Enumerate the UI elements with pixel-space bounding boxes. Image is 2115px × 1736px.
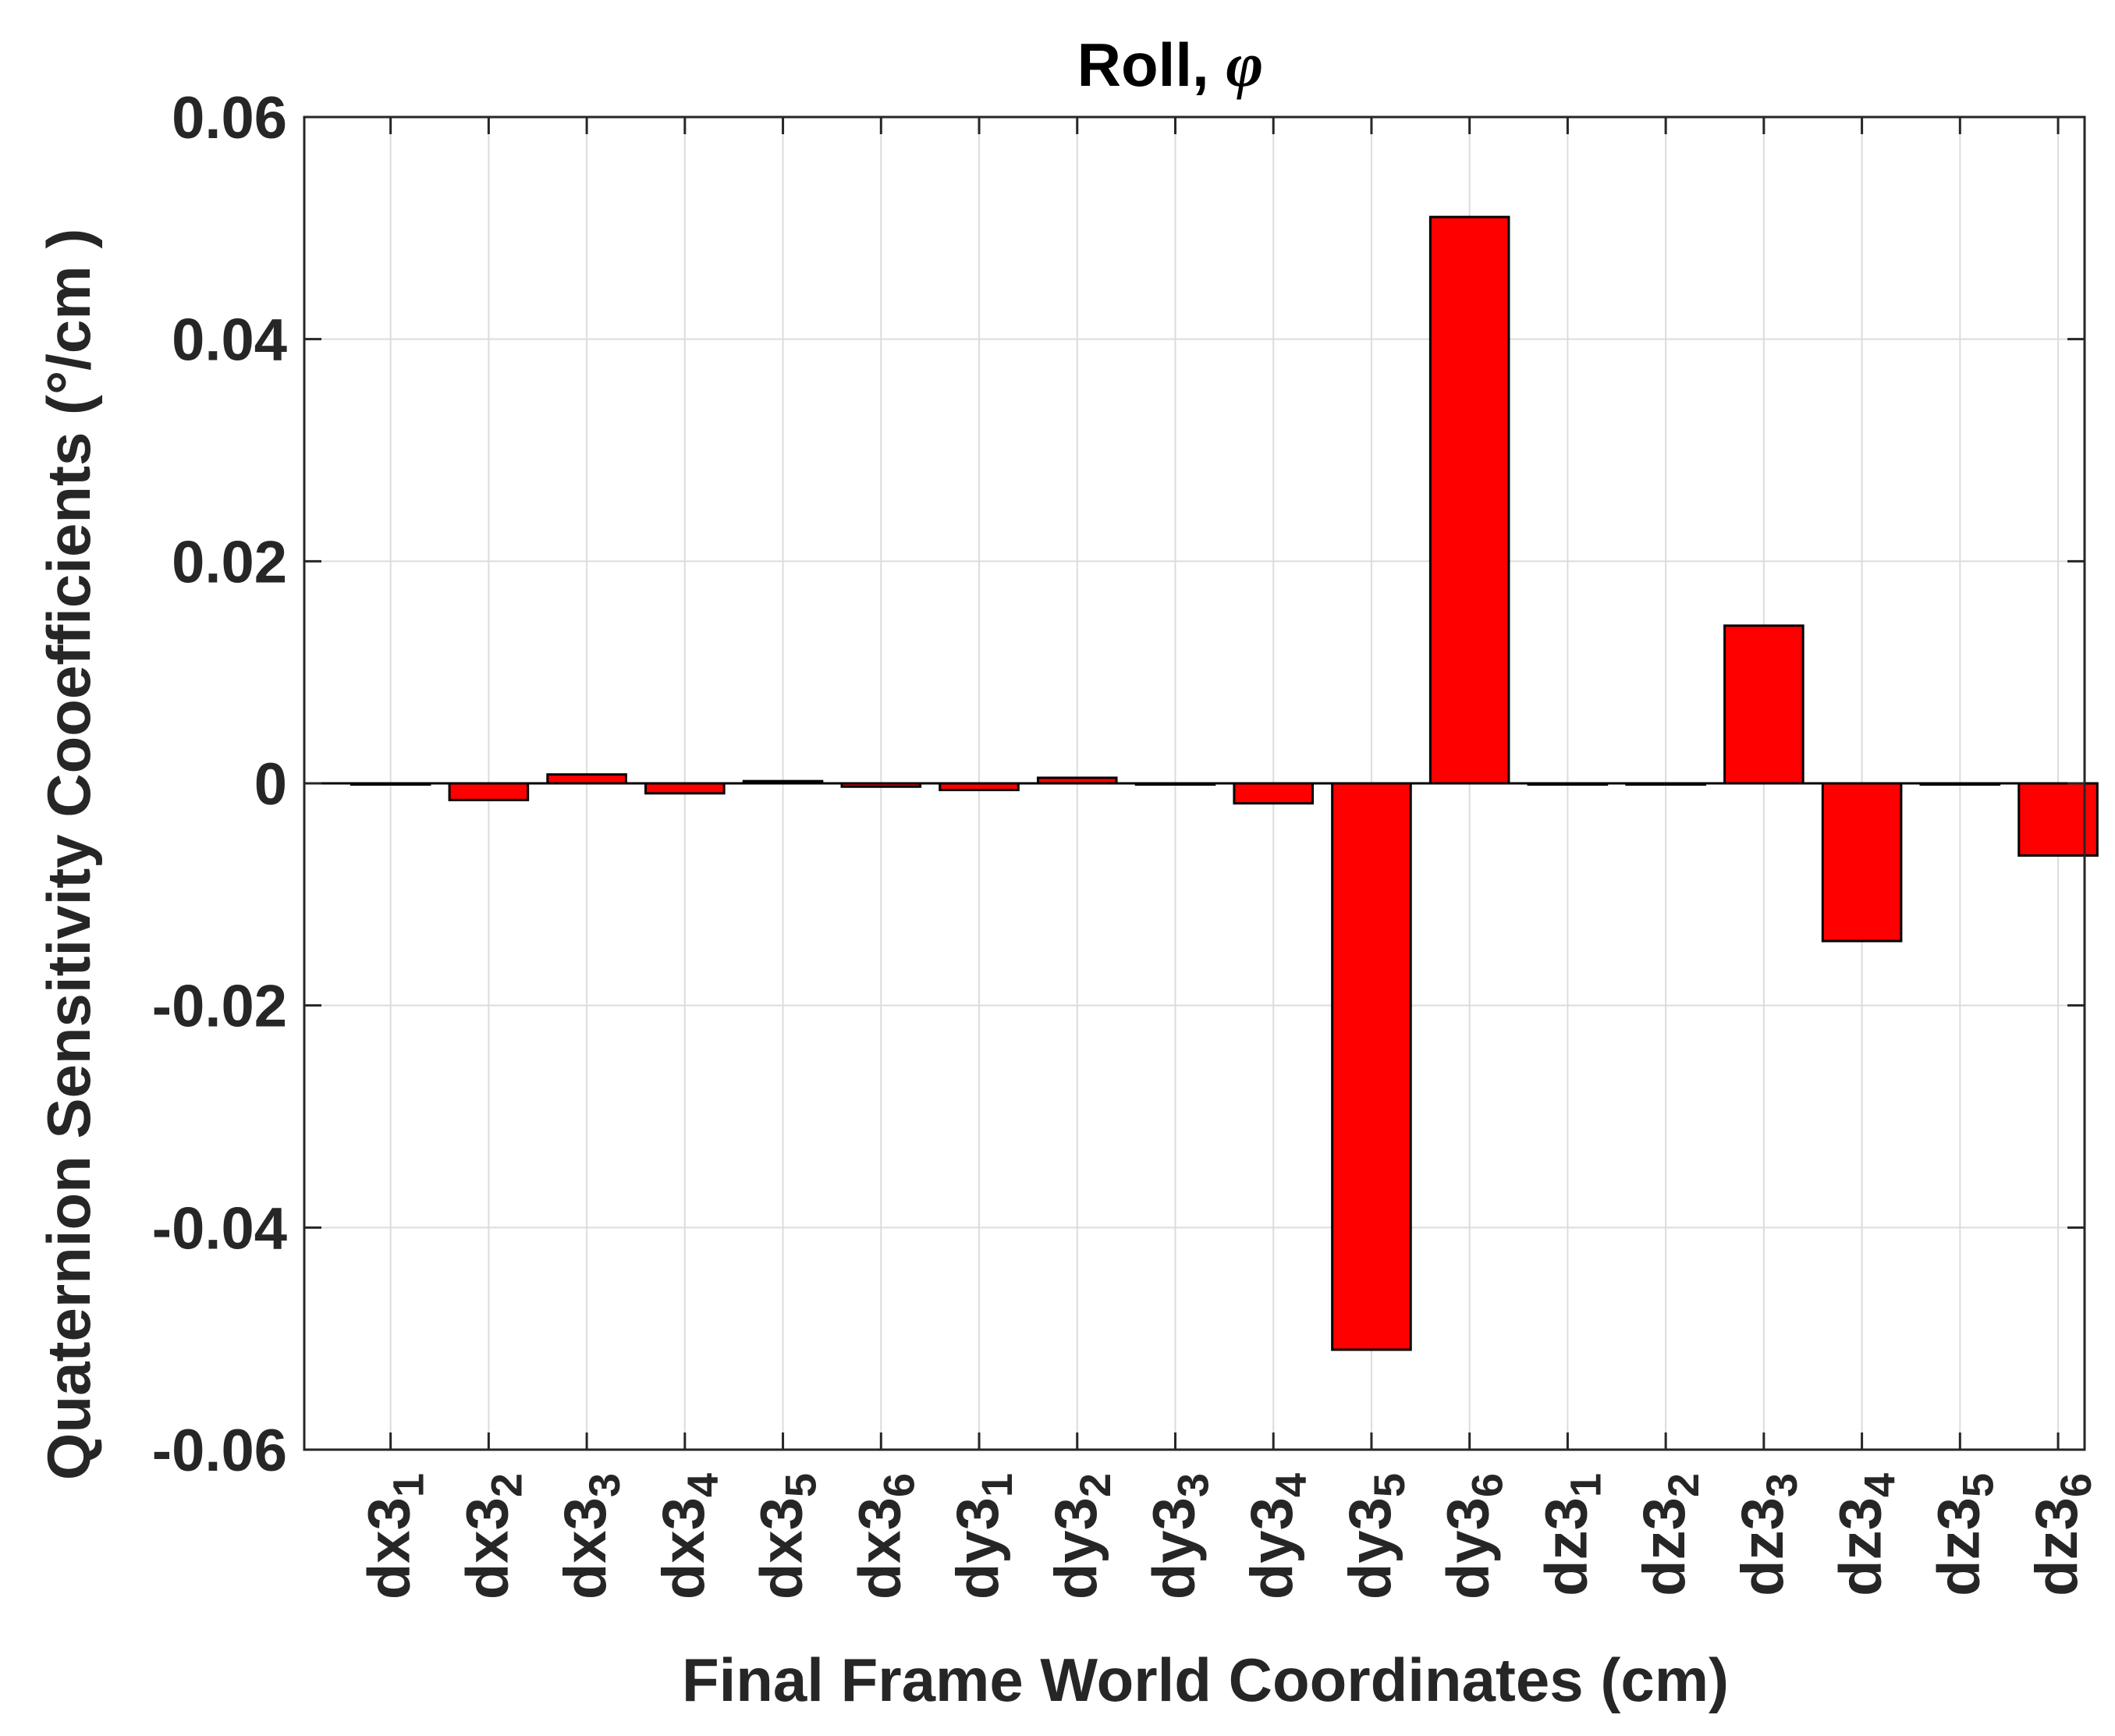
y-tick-label: 0.04 <box>172 307 287 374</box>
x-tick-label-group: dx36 <box>846 1473 923 1599</box>
chart-title: Roll, φ <box>1077 29 1264 100</box>
x-tick-label: dz33 <box>1730 1473 1806 1596</box>
x-tick-label-group: dz33 <box>1730 1473 1806 1596</box>
bar-dy3-5 <box>1331 782 1412 1351</box>
x-tick-label-subscript: 4 <box>1855 1473 1904 1497</box>
bar-dx3-2 <box>448 782 530 801</box>
x-tick-label: dx36 <box>846 1473 923 1599</box>
x-tick-label-group: dy34 <box>1239 1473 1315 1599</box>
x-tick-label: dy35 <box>1337 1473 1414 1599</box>
x-tick-label-base: dz3 <box>1533 1497 1599 1596</box>
x-tick-label-base: dx3 <box>846 1497 913 1599</box>
x-tick-label-subscript: 1 <box>972 1473 1021 1497</box>
y-tick-label: -0.04 <box>152 1195 287 1262</box>
x-tick-label-subscript: 1 <box>384 1473 433 1497</box>
bar-dz3-4 <box>1821 782 1903 943</box>
x-tick-label-base: dz3 <box>1828 1497 1894 1596</box>
x-tick-label-base: dz3 <box>1730 1497 1796 1596</box>
x-tick-label: dy33 <box>1141 1473 1217 1599</box>
x-tick-label-base: dz3 <box>1925 1497 1992 1596</box>
x-tick-label-group: dz34 <box>1828 1473 1904 1596</box>
x-tick-label: dz31 <box>1533 1473 1609 1596</box>
x-tick-label-base: dx3 <box>454 1497 520 1599</box>
x-tick-label-group: dy36 <box>1435 1473 1512 1599</box>
x-tick-label-group: dz32 <box>1631 1473 1708 1596</box>
x-tick-label-subscript: 4 <box>678 1473 727 1497</box>
x-tick-label-base: dy3 <box>1043 1497 1109 1599</box>
x-tick-label-group: dx31 <box>357 1473 433 1599</box>
bar-dx3-4 <box>644 782 726 795</box>
x-tick-label-base: dx3 <box>651 1497 717 1599</box>
x-tick-label-subscript: 5 <box>1364 1473 1414 1497</box>
x-tick-label-subscript: 2 <box>1659 1473 1708 1497</box>
x-tick-label-base: dx3 <box>552 1497 619 1599</box>
x-tick-label-subscript: 1 <box>1560 1473 1609 1497</box>
x-tick-label-subscript: 3 <box>580 1473 629 1497</box>
x-tick-label: dx32 <box>454 1473 531 1599</box>
bar-dy3-6 <box>1428 215 1510 785</box>
y-tick-label: -0.02 <box>152 974 287 1040</box>
x-tick-label-base: dy3 <box>945 1497 1011 1599</box>
title-phi-symbol: φ <box>1226 29 1263 100</box>
x-tick-label: dx31 <box>357 1473 433 1599</box>
x-tick-label-base: dx3 <box>357 1497 423 1599</box>
x-tick-label: dx35 <box>749 1473 825 1599</box>
y-tick-label: 0.02 <box>172 529 287 595</box>
x-tick-label-group: dy32 <box>1043 1473 1120 1599</box>
x-tick-label-group: dx34 <box>651 1473 727 1599</box>
x-tick-label-group: dy33 <box>1141 1473 1217 1599</box>
x-tick-label-group: dx32 <box>454 1473 531 1599</box>
x-tick-label: dx33 <box>552 1473 629 1599</box>
x-tick-label: dx34 <box>651 1473 727 1599</box>
x-tick-label-base: dz3 <box>2024 1497 2090 1596</box>
x-tick-label-subscript: 6 <box>1463 1473 1512 1497</box>
x-tick-label-subscript: 5 <box>1953 1473 2002 1497</box>
x-tick-label-subscript: 6 <box>874 1473 923 1497</box>
y-tick-label: 0.06 <box>172 85 287 151</box>
x-tick-label-group: dz36 <box>2024 1473 2100 1596</box>
x-axis-label: Final Frame World Coordinates (cm) <box>682 1645 1729 1714</box>
x-tick-label: dy32 <box>1043 1473 1120 1599</box>
x-tick-label-base: dy3 <box>1337 1497 1403 1599</box>
x-tick-label-group: dx33 <box>552 1473 629 1599</box>
x-tick-label-base: dy3 <box>1239 1497 1305 1599</box>
bar-dz3-3 <box>1723 624 1804 785</box>
x-tick-label-base: dx3 <box>749 1497 815 1599</box>
x-tick-label-base: dy3 <box>1435 1497 1502 1599</box>
x-tick-label: dz35 <box>1925 1473 2002 1596</box>
y-tick-label: -0.06 <box>152 1418 287 1484</box>
x-tick-label-base: dz3 <box>1631 1497 1698 1596</box>
x-tick-label-base: dy3 <box>1141 1497 1207 1599</box>
x-tick-label-group: dz35 <box>1925 1473 2002 1596</box>
x-tick-label-subscript: 2 <box>1070 1473 1120 1497</box>
x-tick-label-subscript: 6 <box>2051 1473 2100 1497</box>
x-tick-label-subscript: 4 <box>1266 1473 1315 1497</box>
x-tick-label-subscript: 3 <box>1757 1473 1806 1497</box>
x-tick-label-group: dz31 <box>1533 1473 1609 1596</box>
x-tick-label-subscript: 2 <box>481 1473 531 1497</box>
bar-dx3-3 <box>546 773 627 785</box>
x-tick-label: dz32 <box>1631 1473 1708 1596</box>
y-axis-label: Quaternion Sensitivity Cooefficients (°/… <box>34 229 103 1480</box>
x-tick-label-group: dx35 <box>749 1473 825 1599</box>
x-tick-label: dz36 <box>2024 1473 2100 1596</box>
x-tick-label-subscript: 3 <box>1168 1473 1217 1497</box>
x-tick-label-subscript: 5 <box>776 1473 825 1497</box>
bar-dy3-4 <box>1233 782 1315 805</box>
y-tick-labels: -0.06 -0.04 -0.02 0 0.02 0.04 0.06 <box>152 85 287 1484</box>
y-tick-label: 0 <box>254 751 287 818</box>
x-tick-label-group: dy31 <box>945 1473 1021 1599</box>
x-tick-labels: dx31dx32dx33dx34dx35dx36dy31dy32dy33dy34… <box>357 1473 2100 1599</box>
x-tick-label-group: dy35 <box>1337 1473 1414 1599</box>
x-tick-label: dy36 <box>1435 1473 1512 1599</box>
x-tick-label: dy31 <box>945 1473 1021 1599</box>
axes <box>303 115 2086 1451</box>
x-tick-label: dy34 <box>1239 1473 1315 1599</box>
x-tick-label: dz34 <box>1828 1473 1904 1596</box>
